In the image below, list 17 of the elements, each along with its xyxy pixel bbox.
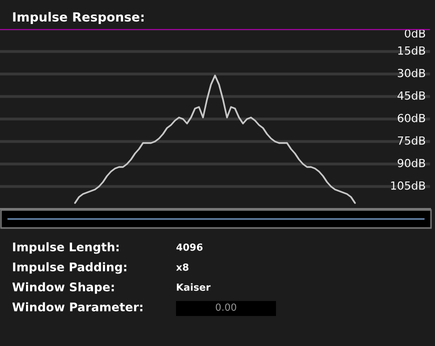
y-tick-label: 15dB bbox=[398, 46, 426, 55]
text: Window Shape: bbox=[12, 282, 114, 294]
text: Window Parameter: bbox=[12, 302, 142, 312]
text: Impulse Length: bbox=[13, 242, 119, 254]
text: Kaiser bbox=[176, 283, 211, 291]
y-tick-label: 45dB bbox=[398, 91, 426, 100]
y-tick-label: 30dB bbox=[398, 68, 426, 78]
y-tick-label: 90dB bbox=[398, 158, 426, 168]
text: 4096 bbox=[176, 243, 203, 251]
text: x8 bbox=[176, 263, 188, 271]
chart-title: Impulse Response: bbox=[13, 12, 144, 24]
text: 0.00 bbox=[216, 303, 236, 311]
y-tick-label: 75dB bbox=[398, 136, 426, 145]
y-tick-label: 60dB bbox=[398, 114, 426, 122]
y-tick-label: 105dB bbox=[391, 181, 426, 190]
line-series bbox=[74, 74, 356, 204]
text: Impulse Padding: bbox=[13, 262, 126, 274]
